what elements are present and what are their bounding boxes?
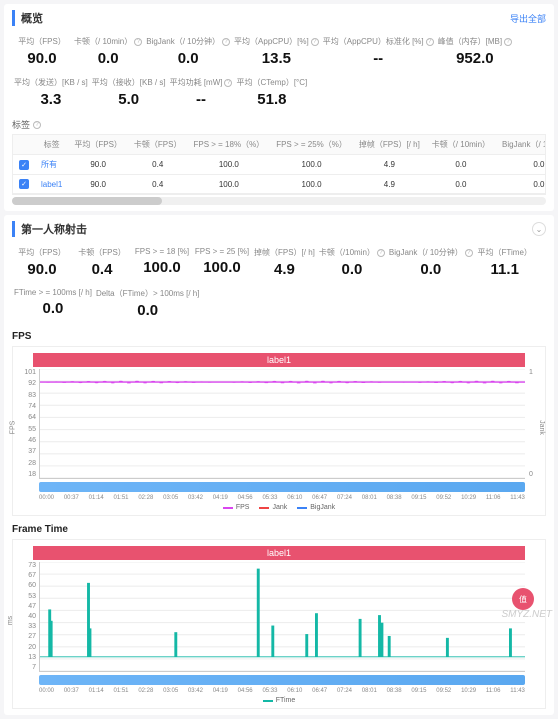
metric: 平均（接收）[KB / s]5.0	[90, 73, 168, 112]
metric: 平均（FTime）11.1	[475, 243, 535, 282]
tags-table-wrap[interactable]: 标签平均（FPS）卡顿（FPS）FPS > = 18%（%）FPS > = 25…	[12, 134, 546, 195]
fps-section-header: 第一人称射击 ⌄	[12, 221, 546, 237]
fps-section-title: 第一人称射击	[21, 221, 87, 237]
fps-chart-banner: label1	[33, 353, 525, 367]
metric: 掉帧（FPS）[/ h]4.9	[252, 243, 317, 282]
metric: 卡顿（/ 10min） ?0.0	[72, 32, 144, 71]
ft-yaxis: 736760534740332720137	[18, 562, 36, 671]
ft-legend: FTime	[15, 697, 543, 704]
ft-svg	[40, 562, 525, 671]
tags-label: 标签?	[12, 118, 546, 131]
tags-table: 标签平均（FPS）卡顿（FPS）FPS > = 18%（%）FPS > = 25…	[13, 135, 546, 194]
fps-chart: label1 FPS Jank 101928374645546372818 10…	[12, 346, 546, 516]
table-scrollbar[interactable]	[12, 197, 546, 205]
ft-xaxis: 00:0000:3701:1401:5102:2803:0503:4204:19…	[39, 688, 525, 694]
fps-legend: FPSJankBigJank	[15, 504, 543, 511]
fps-yaxis2: 10	[529, 369, 539, 478]
info-icon[interactable]: ?	[465, 249, 473, 257]
row-checkbox[interactable]: ✓	[19, 179, 29, 189]
metric: 平均（FPS）90.0	[12, 32, 72, 71]
overview-panel: 概览 导出全部 平均（FPS）90.0卡顿（/ 10min） ?0.0BigJa…	[4, 4, 554, 211]
info-icon[interactable]: ?	[224, 79, 232, 87]
metric: 峰值（内存）[MB] ?952.0	[436, 32, 514, 71]
export-all-link[interactable]: 导出全部	[510, 12, 546, 25]
metric: 平均功耗 [mW] ?--	[168, 73, 235, 112]
info-icon[interactable]: ?	[426, 38, 434, 46]
collapse-icon[interactable]: ⌄	[532, 222, 546, 236]
ft-chart: label1 ms 736760534740332720137 00:0000:…	[12, 539, 546, 709]
table-row: ✓所有90.00.4100.0100.04.90.00.011.10.00.01…	[13, 155, 546, 175]
metric: 平均（发送）[KB / s]3.3	[12, 73, 90, 112]
metric: FTime > = 100ms [/ h]0.0	[12, 284, 94, 323]
ft-chart-banner: label1	[33, 546, 525, 560]
metric: 卡顿（FPS）0.4	[72, 243, 132, 282]
info-icon[interactable]: ?	[222, 38, 230, 46]
fps-ylabel: FPS	[9, 420, 16, 434]
overview-header: 概览 导出全部	[12, 10, 546, 26]
info-icon[interactable]: ?	[504, 38, 512, 46]
fps-xaxis: 00:0000:3701:1401:5102:2803:0503:4204:19…	[39, 495, 525, 501]
ft-timeline[interactable]	[39, 675, 525, 685]
overview-metrics: 平均（FPS）90.0卡顿（/ 10min） ?0.0BigJank（/ 10分…	[12, 32, 546, 112]
fps-ylabel2: Jank	[538, 420, 545, 435]
fps-chart-title: FPS	[12, 331, 546, 342]
info-icon[interactable]: ?	[311, 38, 319, 46]
metric: FPS > = 25 [%]100.0	[192, 243, 252, 282]
row-checkbox[interactable]: ✓	[19, 160, 29, 170]
metric: 平均（AppCPU）标准化 [%] ?--	[321, 32, 436, 71]
row-label[interactable]: 所有	[35, 155, 68, 175]
fps-plot[interactable]: FPS Jank 101928374645546372818 10	[39, 369, 525, 479]
fps-section-panel: 第一人称射击 ⌄ 平均（FPS）90.0卡顿（FPS）0.4FPS > = 18…	[4, 215, 554, 715]
ft-plot[interactable]: ms 736760534740332720137	[39, 562, 525, 672]
row-label[interactable]: label1	[35, 175, 68, 194]
fps-timeline[interactable]	[39, 482, 525, 492]
metric: 平均（AppCPU）[%] ?13.5	[232, 32, 321, 71]
metric: FPS > = 18 [%]100.0	[132, 243, 192, 282]
fps-yaxis: 101928374645546372818	[18, 369, 36, 478]
info-icon[interactable]: ?	[134, 38, 142, 46]
ft-ylabel: ms	[7, 615, 14, 624]
metric: BigJank（/ 10分钟） ?0.0	[387, 243, 475, 282]
metric: BigJank（/ 10分钟） ?0.0	[144, 32, 232, 71]
ft-chart-title: Frame Time	[12, 524, 546, 535]
metric: 平均（CTemp）[°C]51.8	[234, 73, 309, 112]
metric: 平均（FPS）90.0	[12, 243, 72, 282]
metric: 卡顿（/10min） ?0.0	[317, 243, 387, 282]
overview-title: 概览	[21, 10, 43, 26]
section2-metrics: 平均（FPS）90.0卡顿（FPS）0.4FPS > = 18 [%]100.0…	[12, 243, 546, 323]
info-icon[interactable]: ?	[377, 249, 385, 257]
metric: Delta（FTime）> 100ms [/ h]0.0	[94, 284, 202, 323]
info-icon: ?	[33, 121, 41, 129]
fps-svg	[40, 369, 525, 478]
table-row: ✓label190.00.4100.0100.04.90.00.011.10.0…	[13, 175, 546, 194]
